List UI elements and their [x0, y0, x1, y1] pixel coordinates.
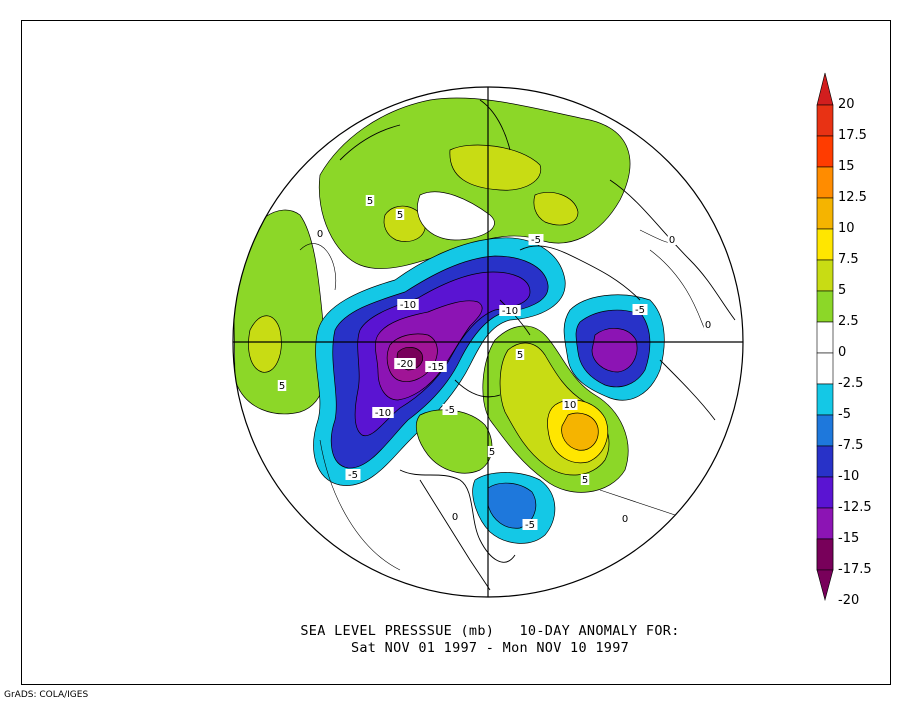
contour-label: -5	[531, 235, 541, 246]
contour-label: 5	[517, 350, 523, 361]
colorbar-tick-label: 5	[838, 283, 847, 298]
colorbar-tick-label: -15	[838, 531, 860, 546]
contour-label-background	[450, 511, 460, 522]
contour-label-background	[442, 404, 458, 415]
contour-label-background	[620, 513, 630, 524]
contour-label: 5	[279, 381, 285, 392]
contour-label: 0	[622, 514, 628, 525]
contour-label: -5	[635, 305, 645, 316]
contour-label-background	[580, 474, 590, 485]
contour-label: 5	[582, 475, 588, 486]
colorbar-band	[816, 259, 834, 292]
contour-label-background	[562, 399, 578, 410]
colorbar-band	[816, 445, 834, 478]
contour-label: -20	[397, 359, 413, 370]
colorbar	[816, 72, 834, 602]
contour-label: 5	[367, 196, 373, 207]
colorbar-tick-label: 0	[838, 345, 847, 360]
contour-label-background	[394, 358, 416, 369]
contour-label-background	[277, 380, 287, 391]
colorbar-tick-label: 12.5	[838, 190, 867, 205]
colorbar-tick-label: -17.5	[838, 562, 872, 577]
colorbar-band	[816, 538, 834, 571]
contour-label-background	[397, 299, 419, 310]
contour-label-background	[345, 469, 361, 480]
positive-anomaly-north-core3	[533, 191, 579, 226]
contour-label-background	[667, 234, 677, 245]
contour-label: 0	[317, 229, 323, 240]
contour-label-background	[499, 305, 521, 316]
colorbar-band	[816, 166, 834, 199]
credit-label: GrADS: COLA/IGES	[4, 690, 89, 700]
contour-label: -5	[525, 520, 535, 531]
contour-label: 0	[705, 320, 711, 331]
contour-label-background	[315, 228, 325, 239]
contour-label: 0	[669, 235, 675, 246]
contour-label: -10	[375, 408, 391, 419]
contour-labels: -20 -15 -10 -10 -10 -5 -5 -5 -5 -5 5 5 5 5 5 5 10 0 0 0 0 0	[277, 195, 713, 531]
positive-anomaly-west-core	[248, 315, 282, 373]
colorbar-tick-label: 20	[838, 97, 855, 112]
negative-anomaly-europe-core	[591, 328, 638, 373]
contour-label: 5	[397, 210, 403, 221]
colorbar-band	[816, 476, 834, 509]
colorbar-tick-label: -2.5	[838, 376, 864, 391]
contour-label-background	[528, 234, 544, 245]
colorbar-top-arrow	[816, 72, 834, 106]
negative-anomaly-america-core	[487, 482, 537, 529]
contour-label-background	[372, 407, 394, 418]
contour-label-background	[365, 195, 375, 206]
positive-anomaly-north-core1	[449, 144, 542, 191]
colorbar-band	[816, 383, 834, 416]
colorbar-band	[816, 197, 834, 230]
positive-anomaly-north-core2	[383, 205, 426, 242]
contour-label-background	[703, 319, 713, 330]
contour-label: 0	[452, 512, 458, 523]
contour-label-background	[487, 446, 497, 457]
contour-label: -10	[502, 306, 518, 317]
colorbar-band	[816, 104, 834, 137]
contour-label-background	[395, 209, 405, 220]
colorbar-tick-label: 15	[838, 159, 855, 174]
colorbar-tick-label: -12.5	[838, 500, 872, 515]
contour-label: -5	[445, 405, 455, 416]
colorbar-bottom-arrow	[816, 569, 834, 602]
colorbar-band	[816, 228, 834, 261]
colorbar-tick-label: -10	[838, 469, 860, 484]
colorbar-band	[816, 290, 834, 323]
map-title: SEA LEVEL PRESSSUE (mb) 10-DAY ANOMALY F…	[300, 623, 680, 639]
colorbar-tick-label: -20	[838, 593, 860, 608]
neutral-region-north	[417, 191, 495, 241]
contour-label: -15	[428, 362, 444, 373]
colorbar-band	[816, 507, 834, 540]
contour-label: -10	[400, 300, 416, 311]
contour-label-background	[515, 349, 525, 360]
colorbar-band	[816, 352, 834, 385]
colorbar-band	[816, 135, 834, 168]
positive-anomaly-atlantic-core	[561, 412, 599, 451]
contour-label: 10	[564, 400, 577, 411]
colorbar-tick-label: 10	[838, 221, 855, 236]
colorbar-tick-label: -7.5	[838, 438, 864, 453]
colorbar-tick-label: 17.5	[838, 128, 867, 143]
map-date-range: Sat NOV 01 1997 - Mon NOV 10 1997	[350, 640, 630, 656]
colorbar-tick-label: 7.5	[838, 252, 859, 267]
contour-label-background	[425, 361, 447, 372]
contour-label: -5	[348, 470, 358, 481]
colorbar-band	[816, 414, 834, 447]
colorbar-tick-label: -5	[838, 407, 851, 422]
colorbar-tick-label: 2.5	[838, 314, 859, 329]
coastlines	[339, 99, 736, 591]
plot-frame	[21, 20, 891, 685]
colorbar-band	[816, 321, 834, 354]
positive-anomaly-north-america	[416, 409, 493, 474]
contour-label-background	[632, 304, 648, 315]
contour-label: 5	[489, 447, 495, 458]
contour-label-background	[522, 519, 538, 530]
